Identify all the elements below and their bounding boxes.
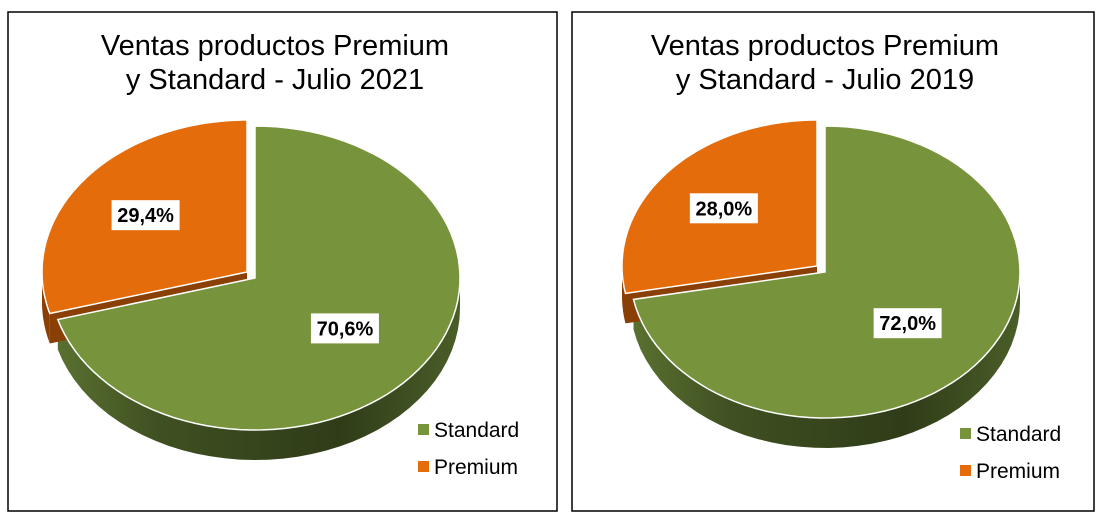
legend-swatch-premium bbox=[418, 461, 429, 472]
pie-slice-standard[interactable] bbox=[56, 125, 461, 431]
chart-title-line: Ventas productos Premium bbox=[651, 30, 999, 62]
data-label-standard: 72,0% bbox=[879, 313, 936, 335]
legend-label-premium: Premium bbox=[976, 460, 1060, 483]
pie-side-premium bbox=[42, 272, 50, 344]
pie-side-standard bbox=[57, 278, 461, 460]
chart-title-line: y Standard - Julio 2021 bbox=[126, 64, 424, 96]
pie-slice-standard[interactable] bbox=[632, 125, 1021, 419]
chart-title-line: Ventas productos Premium bbox=[101, 30, 449, 62]
data-label-premium: 29,4% bbox=[117, 205, 174, 227]
legend-label-standard: Standard bbox=[976, 423, 1061, 446]
data-label-box bbox=[111, 200, 180, 231]
legend-swatch-standard bbox=[418, 424, 429, 435]
data-label-standard: 70,6% bbox=[317, 318, 374, 340]
chart-title-line: y Standard - Julio 2019 bbox=[676, 64, 974, 96]
pie-side-standard bbox=[633, 272, 1020, 448]
data-label-premium: 28,0% bbox=[695, 198, 752, 220]
legend-swatch-standard bbox=[960, 428, 971, 439]
legend-swatch-premium bbox=[960, 465, 971, 476]
data-label-box bbox=[873, 308, 942, 339]
legend-label-standard: Standard bbox=[434, 419, 519, 442]
data-label-box bbox=[310, 313, 379, 344]
legend-label-premium: Premium bbox=[434, 456, 518, 479]
data-label-box bbox=[689, 193, 758, 224]
